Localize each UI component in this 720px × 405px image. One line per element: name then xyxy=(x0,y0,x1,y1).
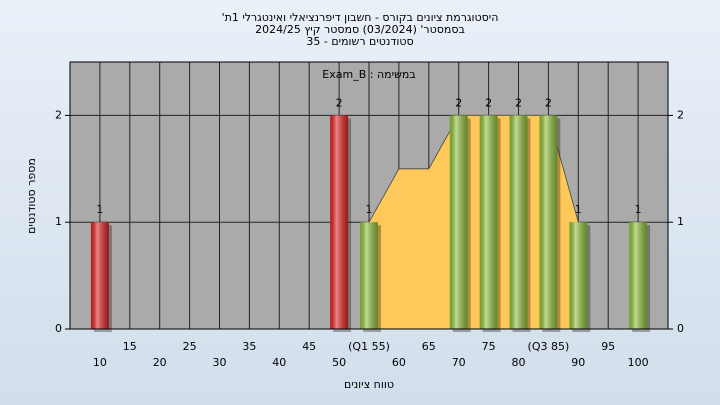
data-label: 2 xyxy=(545,96,552,109)
data-label: 1 xyxy=(575,203,582,216)
x-tick-label: 80 xyxy=(512,356,526,369)
x-tick-label: 10 xyxy=(93,356,107,369)
y2-tick-label: 1 xyxy=(677,215,684,228)
x-tick-label: 15 xyxy=(123,340,137,353)
plot-border xyxy=(69,61,669,330)
x-tick-label: 95 xyxy=(601,340,615,353)
data-label: 2 xyxy=(455,96,462,109)
x-tick-label: 100 xyxy=(628,356,649,369)
x-tick-label: 65 xyxy=(422,340,436,353)
x-tick-label: 20 xyxy=(153,356,167,369)
x-tick-label: 75 xyxy=(482,340,496,353)
bar-shine xyxy=(479,115,498,330)
data-label: 1 xyxy=(366,203,373,216)
annotation: במשימה : Exam_B xyxy=(322,68,415,81)
x-tick-label: 90 xyxy=(571,356,585,369)
y2-tick-label: 0 xyxy=(677,322,684,335)
plot-area: 1 2 1 2 2 2 2 1 1 xyxy=(70,62,668,333)
x-tick-label: (Q3 85) xyxy=(528,340,570,353)
data-label: 2 xyxy=(485,96,492,109)
bar-shine xyxy=(539,115,558,330)
data-label: 2 xyxy=(515,96,522,109)
y-tick-label: 2 xyxy=(55,108,62,121)
y-axis-label: מספר סטודנטים xyxy=(25,158,38,234)
x-tick-label: 35 xyxy=(242,340,256,353)
x-tick-label: 25 xyxy=(183,340,197,353)
data-label: 1 xyxy=(96,203,103,216)
x-tick-label: 70 xyxy=(452,356,466,369)
y-tick-label: 1 xyxy=(55,215,62,228)
bar-shine xyxy=(330,115,349,330)
bar-shine xyxy=(569,222,588,329)
data-label: 1 xyxy=(635,203,642,216)
chart-subtitle: בסמסטר' (03/2024) סמסטר קיץ 2024/25 xyxy=(255,23,465,36)
y2-tick-label: 2 xyxy=(677,108,684,121)
data-label: 2 xyxy=(336,96,343,109)
x-axis-label: טווח ציונים xyxy=(344,378,394,391)
chart-subtitle: סטודנטים רשומים - 35 xyxy=(306,35,413,48)
bar-shine xyxy=(629,222,648,329)
bar-shine xyxy=(449,115,468,330)
x-tick-label: 60 xyxy=(392,356,406,369)
chart-title: היסטוגרמת ציונים בקורס - חשבון דיפרנציאל… xyxy=(222,11,499,24)
bar-shine xyxy=(90,222,109,329)
x-tick-label: (Q1 55) xyxy=(348,340,390,353)
bar-shine xyxy=(360,222,378,329)
bar-shine xyxy=(509,115,528,330)
y-tick-label: 0 xyxy=(55,322,62,335)
x-tick-label: 50 xyxy=(332,356,346,369)
x-tick-label: 40 xyxy=(272,356,286,369)
x-tick-label: 30 xyxy=(213,356,227,369)
x-tick-label: 45 xyxy=(302,340,316,353)
